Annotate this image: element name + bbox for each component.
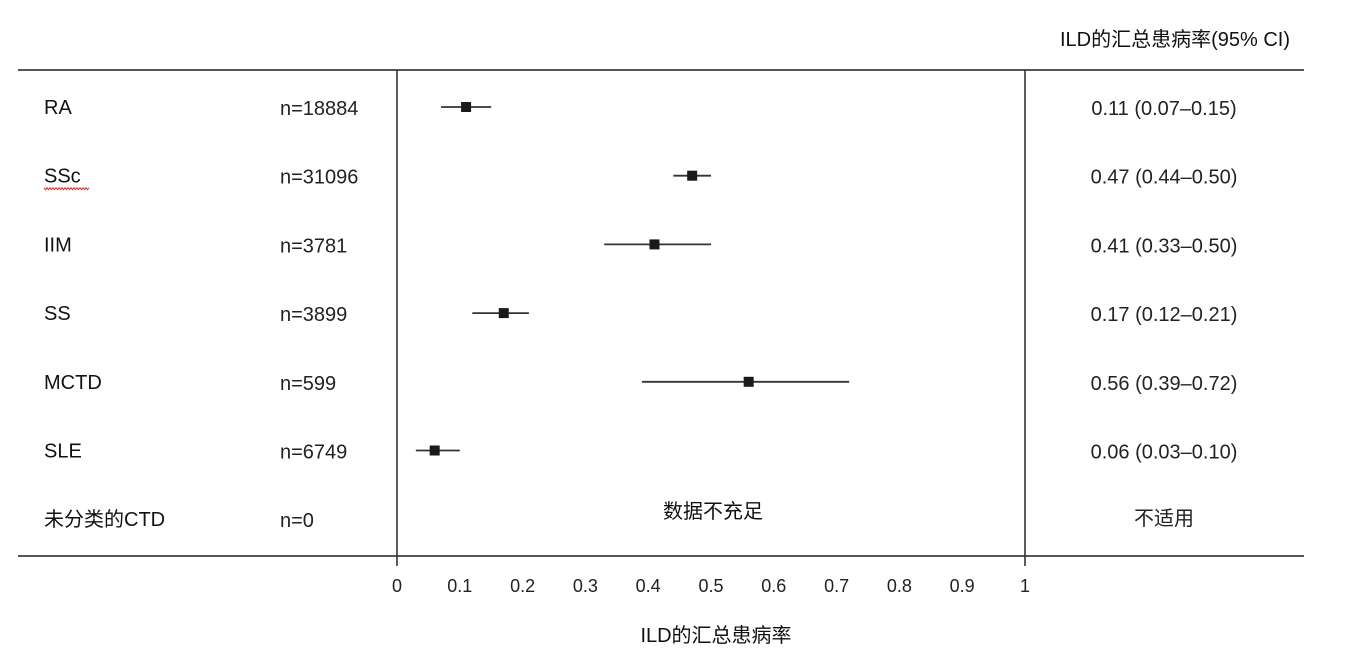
row-sample-size: n=3781 bbox=[280, 235, 347, 257]
row-sample-size: n=0 bbox=[280, 510, 314, 532]
x-tick-label: 0.5 bbox=[698, 576, 723, 596]
row-label: IIM bbox=[44, 234, 72, 256]
point-estimate-marker bbox=[429, 445, 440, 456]
ci-value-text: 0.06 (0.03–0.10) bbox=[1091, 442, 1238, 464]
ci-value-text: 0.56 (0.39–0.72) bbox=[1091, 373, 1238, 395]
x-axis-ticks: 0 0.1 0.2 0.3 0.4 0.5 0.6 0.7 0.8 0.9 1 bbox=[392, 576, 1030, 596]
x-tick-label: 0.2 bbox=[510, 576, 535, 596]
forest-rows: RA n=18884 0.11 (0.07–0.15) SSc n=31096 0.47 … bbox=[43, 97, 1238, 532]
row-label: SLE bbox=[44, 441, 82, 463]
x-axis-label: ILD的汇总患病率 bbox=[640, 624, 791, 647]
row-label: SSc bbox=[44, 166, 81, 188]
point-estimate-marker bbox=[687, 170, 698, 181]
x-tick-label: 0.4 bbox=[636, 576, 661, 596]
insufficient-data-note: 数据不充足 bbox=[663, 500, 763, 523]
row-label: RA bbox=[44, 97, 72, 119]
row-sample-size: n=3899 bbox=[280, 304, 347, 326]
x-tick-label: 0.8 bbox=[887, 576, 912, 596]
ci-value-text: 0.47 (0.44–0.50) bbox=[1091, 167, 1238, 189]
row-sample-size: n=18884 bbox=[280, 98, 358, 120]
row-label: 未分类的CTD bbox=[44, 508, 165, 531]
row-label: SS bbox=[44, 303, 71, 325]
point-estimate-marker bbox=[461, 102, 472, 112]
ci-value-text: 0.11 (0.07–0.15) bbox=[1091, 98, 1236, 120]
ci-value-text: 0.17 (0.12–0.21) bbox=[1091, 304, 1238, 326]
x-tick-label: 0.9 bbox=[950, 576, 975, 596]
x-tick-label: 0.1 bbox=[447, 576, 472, 596]
x-tick-label: 0.6 bbox=[761, 576, 786, 596]
x-tick-label: 0.3 bbox=[573, 576, 598, 596]
row-sample-size: n=599 bbox=[280, 373, 336, 395]
row-sample-size: n=6749 bbox=[280, 442, 347, 464]
x-tick-label: 0.7 bbox=[824, 576, 849, 596]
point-estimate-marker bbox=[498, 308, 509, 319]
ci-column-title: ILD的汇总患病率(95% CI) bbox=[1060, 28, 1290, 51]
point-estimate-marker bbox=[743, 376, 754, 387]
ci-value-text: 0.41 (0.33–0.50) bbox=[1091, 235, 1238, 257]
row-sample-size: n=31096 bbox=[280, 167, 358, 189]
ci-value-text: 不适用 bbox=[1134, 507, 1194, 530]
row-label: MCTD bbox=[44, 372, 102, 394]
point-estimate-marker bbox=[649, 239, 660, 250]
spellcheck-underline bbox=[43, 186, 90, 191]
x-tick-label: 1 bbox=[1020, 576, 1030, 596]
x-tick-label: 0 bbox=[392, 576, 402, 596]
